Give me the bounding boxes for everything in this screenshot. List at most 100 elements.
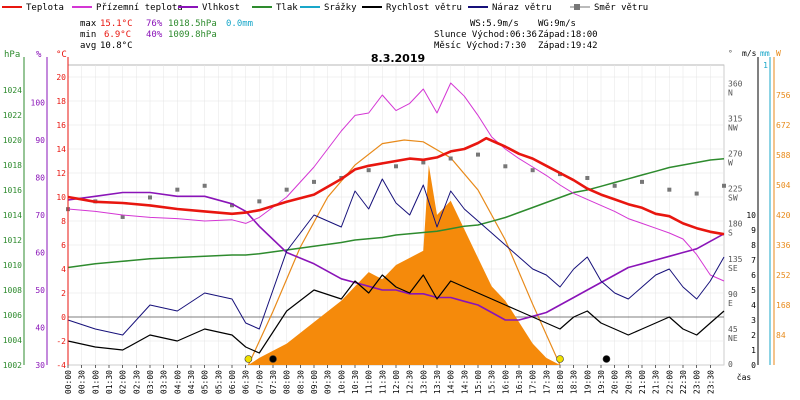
point-wind-direction	[120, 214, 125, 219]
point-wind-direction	[230, 203, 234, 208]
tick-x-label: 13:30	[433, 370, 442, 394]
tick-celsius: 2	[61, 289, 66, 298]
tick-wm2: 168	[776, 301, 791, 310]
tick-celsius: 10	[56, 193, 66, 202]
legend-vlhkost: Vlhkost	[178, 3, 240, 13]
tick-x-label: 03:30	[160, 370, 169, 394]
tick-celsius: 0	[61, 313, 66, 322]
point-wind-direction	[585, 175, 590, 180]
point-wind-direction	[612, 183, 617, 188]
legend: Teplota Přízemní teplota Vlhkost Tlak Sr…	[0, 0, 800, 14]
tick-ms: 10	[746, 211, 756, 220]
legend-naraz-vetru: Náraz větru	[468, 3, 552, 13]
series-tlak	[67, 158, 725, 269]
axis-wm2-title: W	[776, 49, 781, 58]
axis-hpa-title: hPa	[4, 50, 20, 60]
tick-wm2: 756	[776, 91, 791, 100]
point-wind-direction	[667, 187, 672, 192]
legend-srazky-label: Srážky	[324, 3, 357, 13]
tick-hpa: 1018	[3, 161, 22, 170]
tick-celsius: -4	[56, 361, 66, 370]
tick-wm2: 672	[776, 121, 791, 130]
point-wind-direction	[366, 168, 371, 173]
stats-max-label: max	[80, 19, 97, 29]
stats-avg-temp: 10.8°C	[100, 41, 133, 51]
tick-direction-label: N	[728, 88, 733, 97]
tick-hpa: 1002	[3, 361, 22, 370]
tick-x-label: 09:30	[324, 370, 333, 394]
tick-direction: 315	[728, 115, 743, 124]
series-naraz-vetru	[67, 178, 725, 336]
tick-ms: 2	[751, 331, 756, 340]
legend-prizemni-label: Přízemní teplota	[96, 3, 183, 13]
axis-mm-title: mm	[760, 49, 770, 58]
tick-hpa: 1024	[3, 86, 22, 95]
stats-max-hum: 76%	[146, 19, 163, 29]
tick-x-label: 13:00	[419, 370, 428, 394]
point-wind-direction	[503, 164, 508, 169]
tick-wm2: 420	[776, 211, 791, 220]
tick-x-label: 06:00	[228, 370, 237, 394]
tick-x-label: 23:00	[693, 370, 702, 394]
point-wind-direction	[640, 179, 644, 184]
tick-percent: 60	[35, 249, 45, 258]
legend-teplota-label: Teplota	[26, 3, 64, 13]
astro-block: WS:5.9m/s WG:9m/s Slunce Východ:06:36 Zá…	[434, 19, 598, 51]
tick-ms: 6	[751, 271, 756, 280]
tick-direction-label: NW	[728, 124, 738, 133]
tick-x-label: 14:00	[447, 370, 456, 394]
tick-direction-label: SW	[728, 194, 738, 203]
tick-x-label: 19:00	[583, 370, 592, 394]
marker-moonset	[602, 355, 611, 363]
tick-celsius: 18	[56, 97, 66, 106]
tick-celsius: 16	[56, 121, 66, 130]
astro-sun: Slunce Východ:06:36	[434, 30, 537, 40]
tick-hpa: 1008	[3, 286, 22, 295]
tick-x-label: 12:30	[406, 370, 415, 394]
legend-teplota: Teplota	[2, 3, 64, 13]
marker-moonrise	[269, 355, 277, 363]
stats-max-press: 1018.5hPa	[168, 19, 217, 29]
series-teplota	[67, 136, 725, 236]
point-wind-direction	[530, 168, 535, 173]
tick-direction-label: NE	[728, 334, 738, 343]
astro-moon-set: Západ:19:42	[538, 41, 598, 51]
tick-celsius: 4	[61, 265, 66, 274]
tick-ms: 8	[751, 241, 756, 250]
legend-naraz-label: Náraz větru	[492, 3, 552, 13]
tick-percent: 90	[35, 136, 45, 145]
point-wind-direction	[448, 156, 453, 161]
tick-x-label: 10:00	[337, 370, 346, 394]
series-solar-theoretical	[247, 139, 561, 366]
tick-direction: 225	[728, 185, 743, 194]
tick-x-label: 16:30	[515, 370, 524, 394]
tick-x-label: 07:00	[255, 370, 264, 394]
astro-ws: WS:5.9m/s	[470, 19, 519, 29]
tick-x-label: 05:30	[214, 370, 223, 394]
tick-percent: 80	[35, 174, 45, 183]
axis-ms-title: m/s	[742, 49, 757, 58]
point-wind-direction	[421, 160, 426, 165]
legend-smer-label: Směr větru	[594, 3, 648, 13]
tick-x-label: 12:00	[392, 370, 401, 394]
tick-direction-label: S	[728, 229, 733, 238]
tick-x-label: 17:00	[529, 370, 538, 394]
tick-hpa: 1022	[3, 111, 22, 120]
tick-direction-label: SE	[728, 264, 738, 273]
tick-hpa: 1014	[3, 211, 22, 220]
axis-percent-title: %	[36, 50, 42, 60]
series-prizemni-teplota	[67, 82, 725, 282]
tick-ms: 9	[751, 226, 756, 235]
astro-wg: WG:9m/s	[538, 19, 576, 29]
tick-x-label: 04:00	[173, 370, 182, 394]
axis-x-title: čas	[737, 372, 752, 382]
tick-x-label: 08:30	[296, 370, 305, 394]
tick-x-label: 16:00	[501, 370, 510, 394]
point-wind-direction	[394, 164, 398, 169]
tick-hpa: 1020	[3, 136, 22, 145]
tick-x-label: 17:30	[542, 370, 551, 394]
tick-x-label: 08:00	[283, 370, 292, 394]
tick-x-label: 20:30	[624, 370, 633, 394]
